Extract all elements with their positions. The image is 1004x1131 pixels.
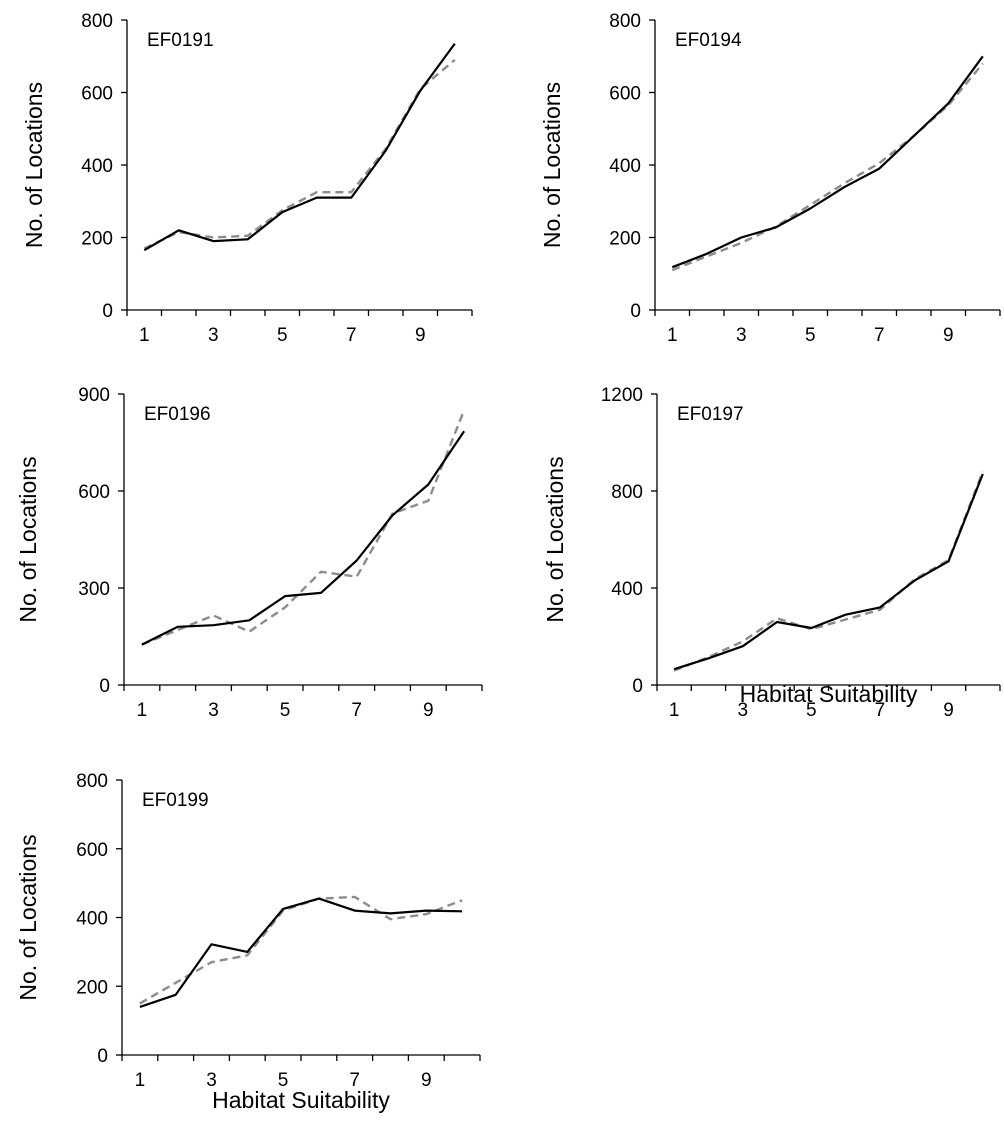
y-tick-label: 0 (99, 676, 110, 697)
y-tick-label: 0 (632, 676, 643, 697)
series-line-solid (141, 430, 466, 646)
series-line-dashed (143, 58, 456, 250)
x-tick-label: 7 (874, 325, 885, 346)
x-tick-label: 5 (278, 1070, 289, 1091)
y-tick-label: 800 (76, 771, 108, 792)
x-tick-label: 1 (135, 1070, 146, 1091)
x-tick-label: 1 (139, 325, 150, 346)
y-tick-label: 0 (102, 301, 113, 322)
chart-panel: 0 200 400 600 800 1 3 5 7 9 No. of Locations Habita… (15, 771, 481, 1113)
y-axis-label: No. of Locations (21, 82, 47, 248)
x-tick-label: 7 (349, 1070, 360, 1091)
y-tick-label: 200 (81, 229, 113, 250)
chart-panel: 0 300 600 900 1 3 5 7 9 No. of Locations EF0196 (15, 385, 483, 721)
series-line-solid (673, 473, 984, 671)
y-tick-label: 1200 (601, 385, 643, 406)
y-tick-label: 0 (97, 1046, 108, 1067)
series-line-dashed (673, 471, 984, 672)
x-tick-label: 5 (805, 325, 816, 346)
x-tick-label: 3 (736, 325, 747, 346)
y-tick-label: 300 (78, 579, 110, 600)
panel-title: EF0196 (144, 404, 211, 425)
series-line-dashed (141, 409, 466, 646)
y-tick-label: 200 (76, 977, 108, 998)
y-tick-label: 600 (76, 840, 108, 861)
y-axis-label: No. of Locations (539, 82, 565, 248)
x-tick-label: 3 (208, 700, 219, 721)
y-axis-label: No. of Locations (15, 834, 41, 1000)
x-tick-label: 7 (346, 325, 357, 346)
series-line-solid (671, 55, 984, 269)
panel-title: EF0194 (675, 30, 742, 51)
x-tick-label: 7 (351, 700, 362, 721)
x-axis-label: Habitat Suitability (212, 1087, 390, 1113)
y-tick-label: 400 (81, 156, 113, 177)
y-tick-label: 400 (76, 909, 108, 930)
x-tick-label: 3 (737, 700, 748, 721)
y-tick-label: 400 (611, 579, 643, 600)
series-line-dashed (671, 62, 984, 272)
y-tick-label: 600 (609, 84, 641, 105)
x-tick-label: 9 (423, 700, 434, 721)
y-tick-label: 800 (609, 11, 641, 32)
series-line-solid (143, 42, 456, 252)
x-tick-label: 9 (421, 1070, 432, 1091)
y-tick-label: 0 (630, 301, 641, 322)
x-tick-label: 5 (280, 700, 291, 721)
y-axis-label: No. of Locations (542, 456, 568, 622)
y-axis-label: No. of Locations (15, 456, 41, 622)
y-tick-label: 800 (611, 482, 643, 503)
x-tick-label: 1 (667, 325, 678, 346)
x-tick-label: 3 (206, 1070, 217, 1091)
x-tick-label: 7 (875, 700, 886, 721)
x-tick-label: 9 (943, 325, 954, 346)
y-tick-label: 200 (609, 229, 641, 250)
panel-title: EF0191 (147, 30, 214, 51)
x-tick-label: 5 (806, 700, 817, 721)
x-axis-label: Habitat Suitability (740, 681, 918, 707)
x-tick-label: 3 (208, 325, 219, 346)
panel-title: EF0197 (677, 404, 744, 425)
series-line-dashed (139, 895, 463, 1005)
y-tick-label: 600 (78, 482, 110, 503)
panel-title: EF0199 (142, 790, 209, 811)
x-tick-label: 5 (277, 325, 288, 346)
chart-panel: 0 200 400 600 800 1 3 5 7 9 No. of Locations EF0194 (539, 11, 1001, 346)
y-tick-label: 400 (609, 156, 641, 177)
x-tick-label: 1 (669, 700, 680, 721)
series-line-solid (139, 897, 463, 1008)
x-tick-label: 9 (415, 325, 426, 346)
x-tick-label: 9 (943, 700, 954, 721)
y-tick-label: 800 (81, 11, 113, 32)
x-tick-label: 1 (137, 700, 148, 721)
chart-panel: 0 200 400 600 800 1 3 5 7 9 No. of Locations EF0191 (21, 11, 473, 346)
y-tick-label: 900 (78, 385, 110, 406)
chart-panel: 0 400 800 1200 1 3 5 7 9 No. of Locations Habitat … (542, 385, 1001, 721)
y-tick-label: 600 (81, 84, 113, 105)
